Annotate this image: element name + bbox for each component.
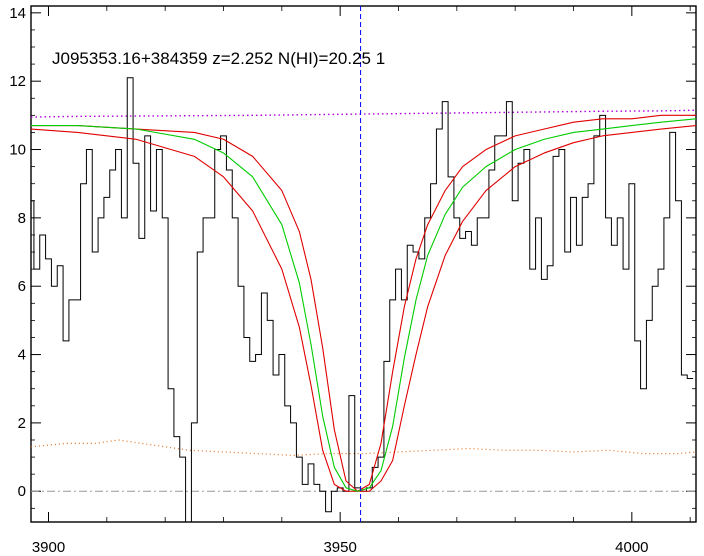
x-tick-label: 4000 bbox=[615, 539, 648, 556]
fit-upper-series bbox=[31, 114, 696, 492]
continuum-series bbox=[31, 109, 696, 118]
y-tick-label: 6 bbox=[18, 278, 26, 295]
chart-title: J095353.16+384359 z=2.252 N(HI)=20.25 1 bbox=[52, 49, 385, 68]
plot-frame bbox=[30, 5, 697, 523]
y-tick-label: 10 bbox=[9, 142, 26, 159]
y-tick-label: 4 bbox=[18, 347, 26, 364]
y-tick-label: 0 bbox=[18, 483, 26, 500]
x-tick-label: 3900 bbox=[32, 539, 65, 556]
y-tick-label: 14 bbox=[9, 5, 26, 22]
error-series bbox=[31, 439, 696, 456]
x-tick-label: 3950 bbox=[323, 539, 356, 556]
y-tick-label: 2 bbox=[18, 415, 26, 432]
y-tick-label: 8 bbox=[18, 210, 26, 227]
y-tick-label: 12 bbox=[9, 73, 26, 90]
fit-best-series bbox=[31, 118, 696, 492]
fit-lower-series bbox=[31, 125, 696, 492]
data-series bbox=[31, 6, 696, 522]
axis-ticks: 0 2 4 6 8 10 12 14 3900 3950 4000 bbox=[9, 5, 696, 556]
